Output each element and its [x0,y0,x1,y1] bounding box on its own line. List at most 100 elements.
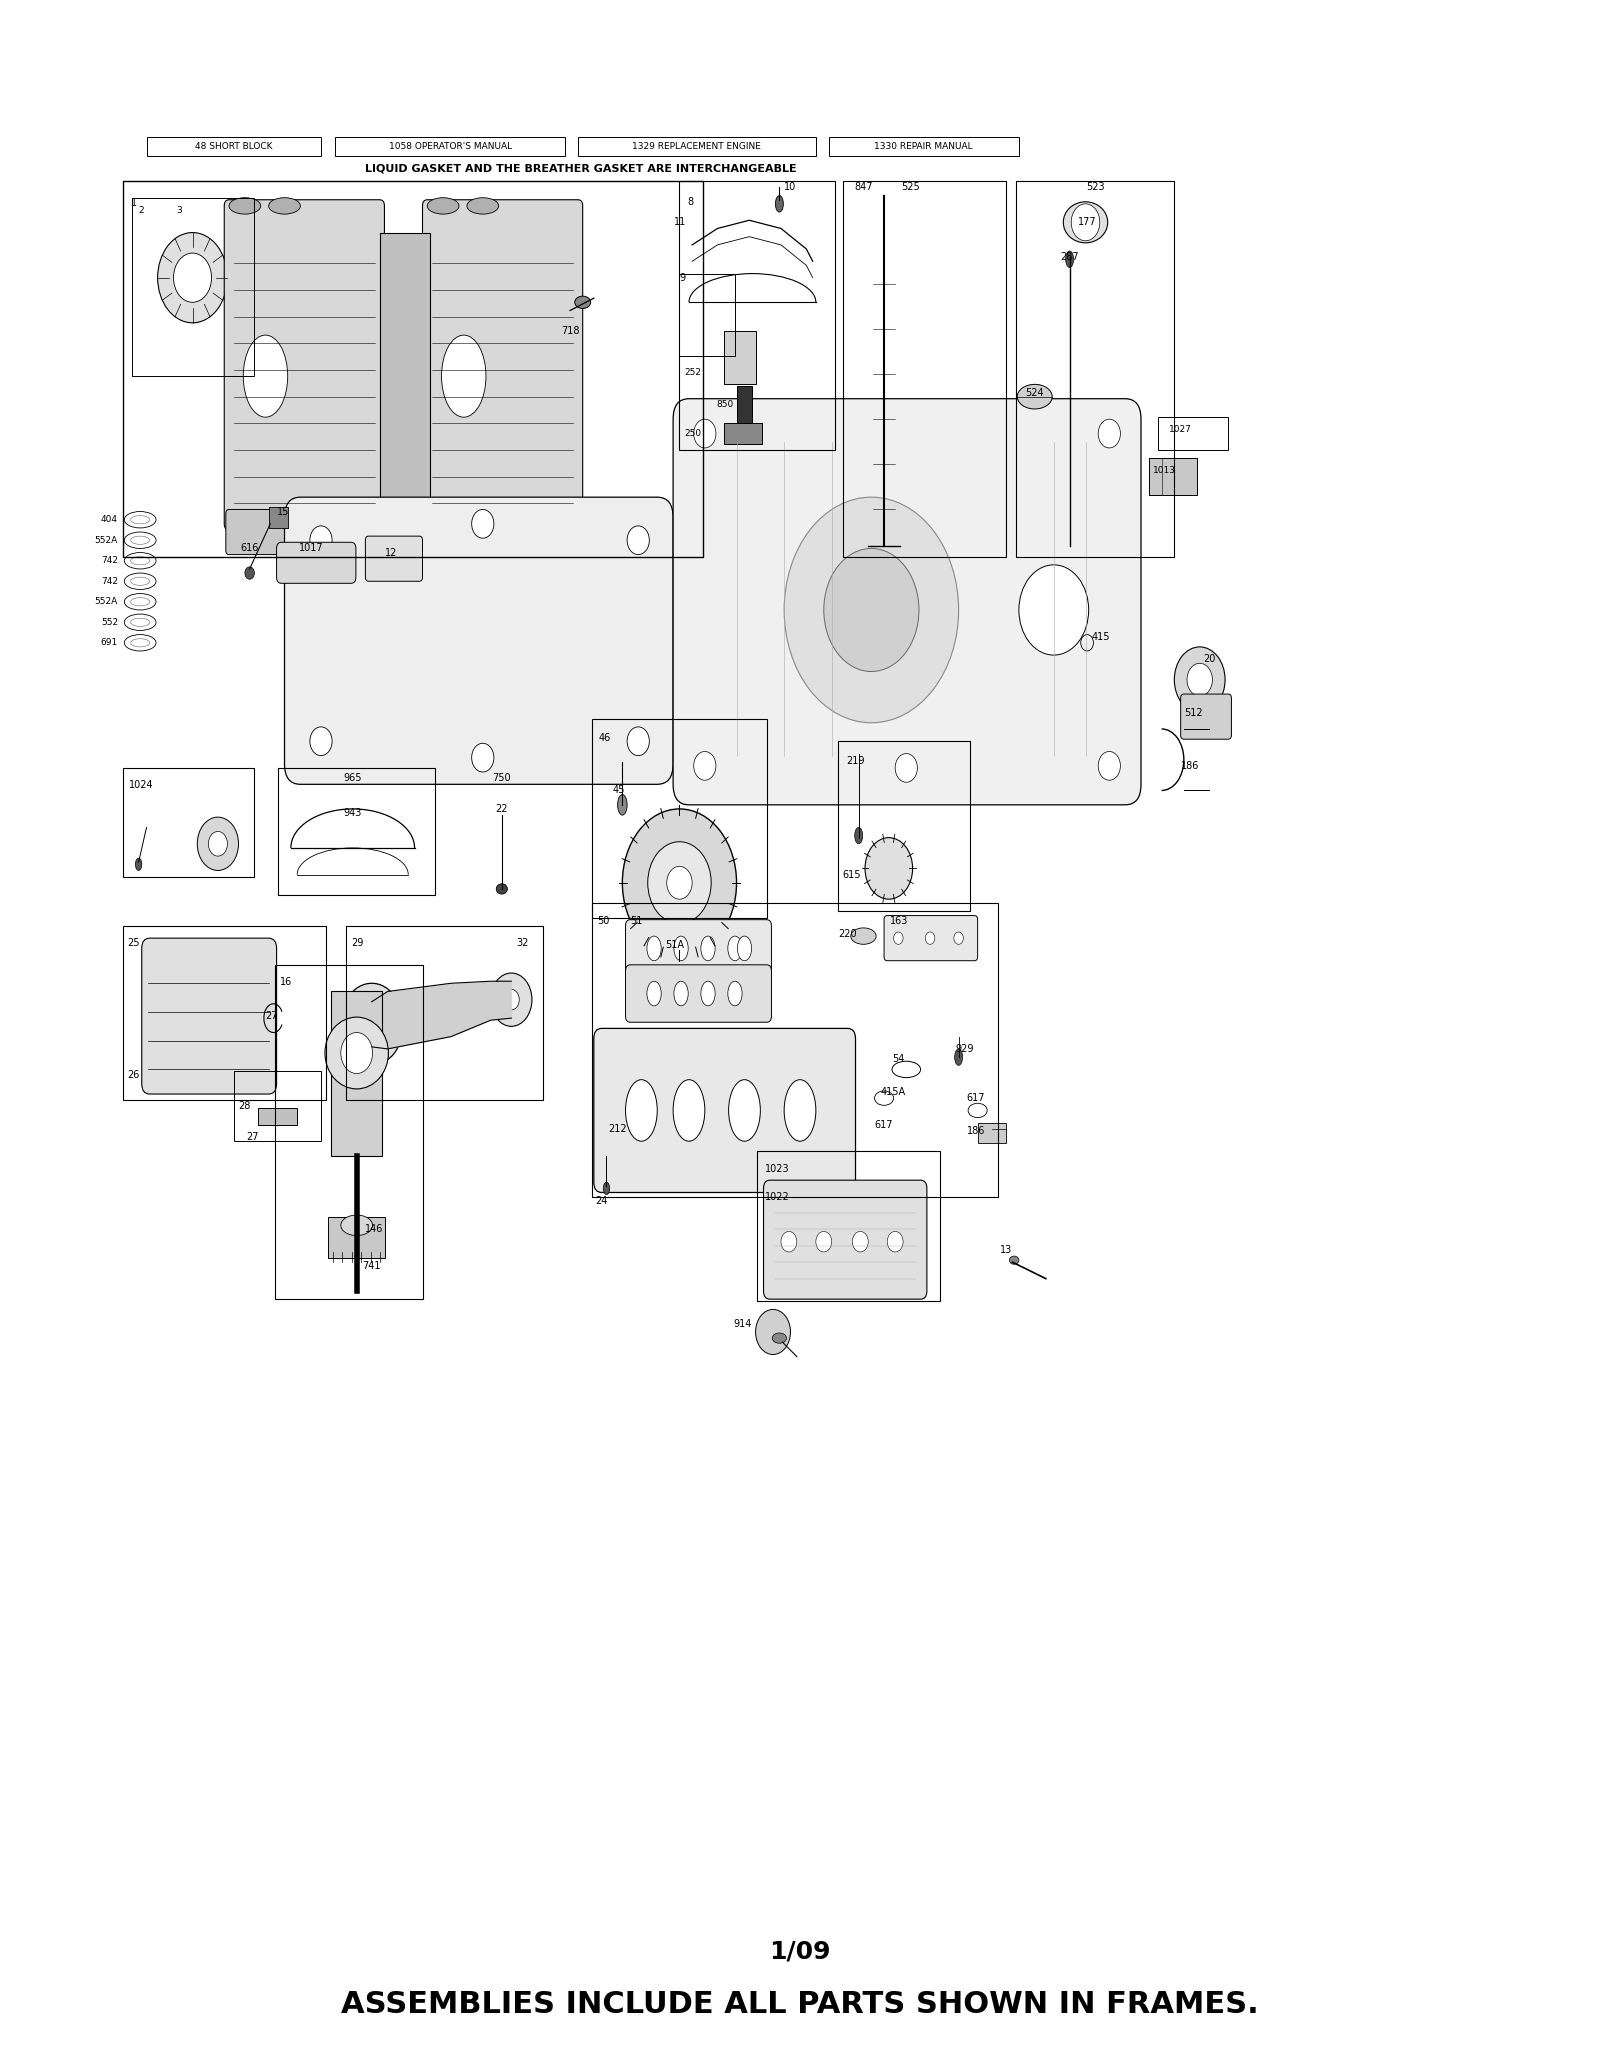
Ellipse shape [618,795,627,816]
FancyBboxPatch shape [224,200,384,531]
Bar [123,768,254,878]
Bar [328,1216,386,1258]
Text: 51A: 51A [666,940,685,950]
Ellipse shape [784,1080,816,1142]
Ellipse shape [955,1049,963,1066]
Circle shape [627,527,650,555]
Ellipse shape [646,935,661,960]
FancyBboxPatch shape [674,399,1141,805]
Ellipse shape [1010,1256,1019,1264]
Text: 27: 27 [246,1132,259,1142]
Bar [331,991,382,1156]
Bar [346,925,542,1101]
Text: 523: 523 [1086,182,1104,192]
FancyBboxPatch shape [885,915,978,960]
FancyBboxPatch shape [277,543,355,582]
Text: 24: 24 [595,1196,608,1206]
Ellipse shape [674,981,688,1006]
Ellipse shape [245,568,254,578]
Text: LIQUID GASKET AND THE BREATHER GASKET ARE INTERCHANGEABLE: LIQUID GASKET AND THE BREATHER GASKET AR… [365,163,797,173]
Bar [336,136,565,155]
Ellipse shape [626,1080,658,1142]
Text: 12: 12 [384,547,397,558]
Bar [978,1123,1006,1144]
Text: 552: 552 [101,617,118,628]
FancyBboxPatch shape [422,200,582,531]
Text: 51: 51 [630,915,643,925]
Bar [578,136,816,155]
Ellipse shape [701,981,715,1006]
Circle shape [866,838,912,898]
Ellipse shape [467,198,499,215]
Text: 691: 691 [101,638,118,646]
FancyBboxPatch shape [763,1181,926,1299]
Ellipse shape [243,335,288,417]
Bar [723,330,755,384]
Text: 177: 177 [1077,217,1096,227]
Text: 1/09: 1/09 [770,1939,830,1964]
Text: 1013: 1013 [1154,467,1176,475]
Circle shape [893,931,902,944]
Circle shape [694,419,715,448]
Ellipse shape [674,1080,706,1142]
Text: 22: 22 [496,803,509,814]
Text: 15: 15 [277,506,290,516]
Bar [592,902,998,1196]
Text: 512: 512 [1184,708,1203,717]
Circle shape [781,1231,797,1251]
Text: 914: 914 [734,1320,752,1328]
Text: 525: 525 [902,182,920,192]
Text: 1058 OPERATOR'S MANUAL: 1058 OPERATOR'S MANUAL [389,142,512,151]
Circle shape [1174,646,1226,712]
Ellipse shape [646,981,661,1006]
Circle shape [158,233,227,322]
Text: 25: 25 [128,938,139,948]
Ellipse shape [773,1334,787,1342]
Circle shape [667,867,693,898]
Text: 2: 2 [139,206,144,215]
Bar [278,768,435,894]
Text: 252: 252 [685,368,701,376]
Circle shape [925,931,934,944]
Bar [1016,182,1174,558]
Bar [147,136,322,155]
Circle shape [648,843,710,923]
Circle shape [622,809,736,956]
Circle shape [888,1231,902,1251]
Text: 617: 617 [966,1092,986,1103]
Bar [680,182,835,450]
FancyBboxPatch shape [285,498,674,785]
Ellipse shape [674,935,688,960]
Bar [258,1109,298,1125]
Text: 929: 929 [955,1045,974,1053]
Ellipse shape [1066,252,1074,268]
Text: 1022: 1022 [765,1192,790,1202]
Text: 742: 742 [101,555,118,566]
Bar [829,136,1019,155]
Text: 26: 26 [128,1070,139,1080]
Circle shape [1098,419,1120,448]
Ellipse shape [496,884,507,894]
Circle shape [755,1309,790,1355]
Circle shape [1019,566,1088,655]
Text: 29: 29 [350,938,363,948]
Ellipse shape [603,1183,610,1194]
Circle shape [1098,752,1120,781]
Ellipse shape [325,1018,389,1088]
Ellipse shape [574,295,590,308]
Ellipse shape [1018,384,1053,409]
Text: 250: 250 [685,430,701,438]
Ellipse shape [1064,202,1107,244]
Text: 847: 847 [854,182,872,192]
Text: 8: 8 [688,196,693,207]
Ellipse shape [728,1080,760,1142]
Circle shape [472,510,494,539]
Text: 1329 REPLACEMENT ENGINE: 1329 REPLACEMENT ENGINE [632,142,762,151]
Bar [1158,417,1229,450]
Ellipse shape [269,198,301,215]
Text: 1024: 1024 [130,781,154,791]
Circle shape [208,832,227,857]
Text: 186: 186 [1181,760,1198,770]
Text: 3: 3 [176,206,182,215]
Text: 850: 850 [717,401,734,409]
